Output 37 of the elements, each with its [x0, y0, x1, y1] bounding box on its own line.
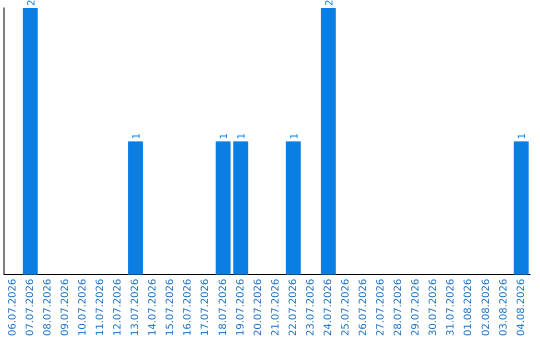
x-tick-label: 07.07.2026: [24, 278, 36, 336]
x-tick-label: 06.07.2026: [7, 278, 18, 336]
data-label: 1: [289, 132, 300, 140]
x-tick-label: 24.07.2026: [322, 278, 334, 336]
data-label: 2: [26, 0, 38, 6]
x-tick-label: 17.07.2026: [200, 278, 212, 336]
x-tick-label: 02.08.2026: [480, 278, 492, 336]
x-tick-label: 23.07.2026: [305, 278, 316, 336]
x-tick-label: 16.07.2026: [182, 278, 194, 336]
x-tick-label: 19.07.2026: [235, 278, 246, 336]
data-label: 1: [219, 132, 230, 140]
x-tick-label: 21.07.2026: [270, 278, 282, 336]
x-tick-label: 22.07.2026: [288, 278, 299, 336]
x-tick-label: 12.07.2026: [112, 278, 124, 336]
x-tick-label: 13.07.2026: [130, 278, 142, 336]
x-tick-label: 18.07.2026: [218, 278, 229, 336]
x-tick-label: 09.07.2026: [60, 278, 71, 336]
x-tick-label: 27.07.2026: [376, 278, 387, 336]
data-label: 1: [236, 132, 248, 140]
x-tick-label: 28.07.2026: [393, 278, 404, 336]
x-tick-label: 20.07.2026: [252, 278, 264, 336]
x-tick-label: 03.08.2026: [498, 278, 510, 336]
x-tick-label: 30.07.2026: [428, 278, 440, 336]
data-label: 1: [517, 132, 528, 140]
data-label: 1: [132, 132, 142, 140]
x-tick-label: 11.07.2026: [95, 278, 106, 336]
x-tick-label: 31.07.2026: [446, 278, 457, 336]
x-tick-label: 26.07.2026: [358, 278, 370, 336]
data-label: 2: [324, 0, 336, 6]
x-tick-label: 04.08.2026: [516, 278, 527, 336]
x-tick-label: 25.07.2026: [340, 278, 352, 336]
x-tick-label: 08.07.2026: [42, 278, 54, 336]
x-tick-label: 29.07.2026: [410, 278, 422, 336]
x-tick-label: 15.07.2026: [165, 278, 176, 336]
x-tick-label: 10.07.2026: [77, 278, 88, 336]
x-tick-label: 01.08.2026: [463, 278, 474, 336]
x-tick-label: 14.07.2026: [148, 278, 159, 336]
